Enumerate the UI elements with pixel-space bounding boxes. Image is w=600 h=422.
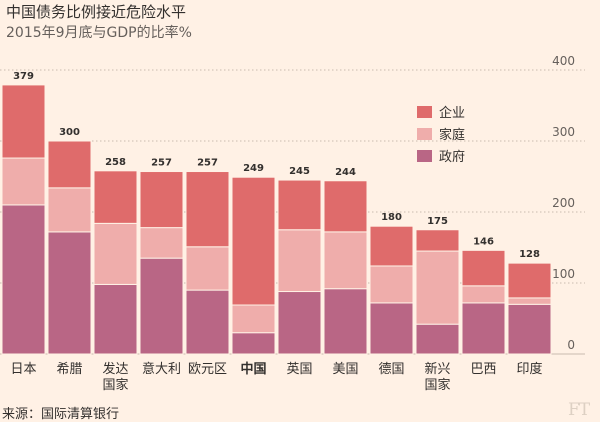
category-label: 巴西 <box>470 362 496 377</box>
total-label: 300 <box>59 127 80 138</box>
legend-label: 政府 <box>439 150 465 165</box>
bar-政府 <box>139 257 184 355</box>
category-label: 日本 <box>10 362 36 377</box>
bar-政府 <box>93 283 138 355</box>
bar-家庭 <box>277 229 322 293</box>
category-label: 国家 <box>424 377 450 393</box>
bar-政府 <box>1 204 46 355</box>
category-label: 希腊 <box>56 362 82 377</box>
legend-swatch-企业 <box>417 106 432 118</box>
bar-家庭 <box>93 222 138 285</box>
total-label: 258 <box>105 157 126 168</box>
y-tick-label: 0 <box>567 338 575 352</box>
bar-企业 <box>369 225 414 267</box>
category-label: 印度 <box>516 361 542 377</box>
bar-家庭 <box>507 297 552 305</box>
category-label: 中国 <box>240 361 266 377</box>
source-note: 来源：国际清算银行 <box>2 407 120 422</box>
total-label: 180 <box>381 212 402 223</box>
bar-政府 <box>231 332 276 355</box>
category-label: 欧元区 <box>188 362 227 377</box>
total-label: 146 <box>473 236 494 247</box>
y-tick-label: 200 <box>552 196 575 210</box>
legend-swatch-家庭 <box>417 128 432 140</box>
bar-政府 <box>369 302 414 355</box>
bar-企业 <box>93 170 138 224</box>
bar-家庭 <box>461 285 506 304</box>
total-label: 245 <box>289 166 310 177</box>
bar-企业 <box>415 229 460 252</box>
category-label: 发达 <box>102 361 128 377</box>
bar-政府 <box>461 302 506 355</box>
bar-企业 <box>507 262 552 299</box>
bar-政府 <box>415 323 460 355</box>
category-label: 美国 <box>332 362 358 377</box>
bar-政府 <box>323 288 368 355</box>
bar-家庭 <box>323 231 368 290</box>
bar-政府 <box>507 303 552 355</box>
bar-政府 <box>185 289 230 355</box>
category-label: 新兴 <box>424 361 450 377</box>
bar-家庭 <box>139 227 184 259</box>
legend-swatch-政府 <box>417 150 432 162</box>
bar-家庭 <box>47 187 92 233</box>
total-label: 257 <box>151 158 172 169</box>
bar-家庭 <box>369 265 414 304</box>
total-label: 379 <box>13 71 34 82</box>
total-label: 175 <box>427 216 448 227</box>
bar-家庭 <box>415 250 460 325</box>
bar-家庭 <box>1 157 46 206</box>
legend-label: 企业 <box>439 105 465 121</box>
legend-label: 家庭 <box>439 127 465 143</box>
total-label: 128 <box>519 249 540 260</box>
category-label: 英国 <box>286 362 312 377</box>
bar-企业 <box>323 180 368 233</box>
bar-企业 <box>185 171 230 248</box>
bar-家庭 <box>231 304 276 334</box>
bar-企业 <box>1 84 46 159</box>
category-label: 德国 <box>378 362 404 377</box>
category-label: 意大利 <box>142 361 181 377</box>
bar-企业 <box>277 179 322 231</box>
bar-政府 <box>277 291 322 355</box>
bar-企业 <box>47 140 92 189</box>
total-label: 249 <box>243 163 264 174</box>
bar-政府 <box>47 231 92 355</box>
chart-subtitle: 2015年9月底与GDP的比率% <box>6 25 192 41</box>
category-label: 国家 <box>102 377 128 393</box>
y-tick-label: 300 <box>552 125 575 139</box>
ft-logo: FT <box>568 400 590 420</box>
y-tick-label: 400 <box>552 54 575 68</box>
bar-企业 <box>231 176 276 306</box>
total-label: 244 <box>335 167 356 178</box>
bar-家庭 <box>185 246 230 291</box>
y-tick-label: 100 <box>552 267 575 281</box>
bar-企业 <box>461 249 506 287</box>
bar-企业 <box>139 171 184 229</box>
total-label: 257 <box>197 158 218 169</box>
chart-title: 中国债务比例接近危险水平 <box>6 3 187 21</box>
